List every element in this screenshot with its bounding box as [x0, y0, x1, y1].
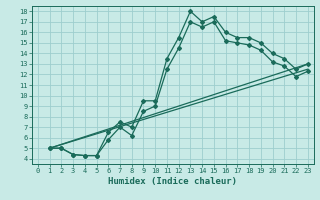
X-axis label: Humidex (Indice chaleur): Humidex (Indice chaleur) — [108, 177, 237, 186]
